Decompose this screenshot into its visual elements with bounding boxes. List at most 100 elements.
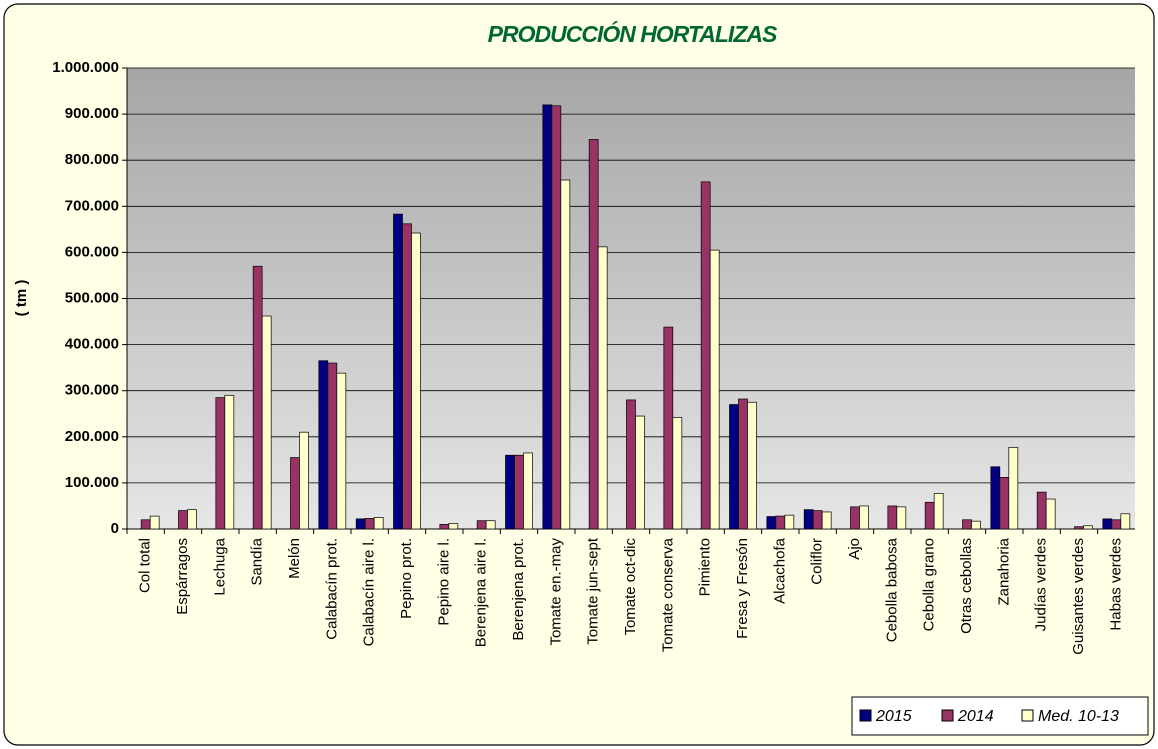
legend-box	[851, 696, 1149, 736]
x-tick-label: Alcachofa	[771, 537, 788, 604]
bar	[261, 315, 272, 530]
bar	[663, 326, 674, 530]
bar	[812, 510, 823, 530]
y-tick-label: 0	[111, 520, 119, 537]
bar	[393, 213, 403, 530]
bar	[821, 511, 832, 530]
bar	[373, 517, 384, 530]
bar	[850, 506, 860, 530]
bar	[411, 232, 421, 530]
bar	[729, 404, 739, 530]
x-tick-label: Melón	[286, 538, 303, 579]
x-tick-label: Tomate en.-may	[547, 538, 564, 646]
bar	[962, 519, 972, 530]
bar	[626, 399, 636, 530]
bar	[924, 501, 935, 530]
bar	[402, 223, 412, 530]
x-tick-label: Lechuga	[211, 537, 228, 595]
bar	[140, 519, 151, 530]
x-tick-label: Judías verdes	[1033, 538, 1050, 631]
x-tick-label: Coliflor	[809, 538, 826, 585]
x-tick-label: Cebolla babosa	[883, 537, 900, 642]
bar	[1102, 518, 1113, 530]
x-tick-label: Berenjena prot.	[510, 538, 527, 641]
bar	[485, 520, 496, 530]
y-tick-label: 500.000	[65, 289, 119, 306]
bar	[523, 452, 533, 530]
y-tick-label: 400.000	[65, 336, 119, 353]
bar	[318, 360, 329, 530]
bar	[738, 398, 748, 530]
x-tick-label: Guisantes verdes	[1070, 538, 1087, 655]
bar	[476, 520, 487, 530]
bar	[327, 362, 338, 530]
bar	[336, 372, 347, 530]
y-tick-label: 300.000	[65, 382, 119, 399]
bar	[990, 466, 1001, 530]
bar	[700, 181, 711, 530]
x-tick-label: Col total	[137, 538, 154, 593]
bar	[887, 505, 898, 530]
bar	[299, 431, 309, 530]
bar	[1111, 519, 1122, 530]
x-tick-label: Pepino prot.	[398, 538, 415, 619]
bar	[290, 457, 300, 530]
bar	[439, 524, 450, 530]
y-tick-label: 100.000	[65, 474, 119, 491]
bar	[597, 246, 608, 530]
bar	[1008, 447, 1019, 530]
bar	[859, 505, 869, 530]
bar	[775, 515, 786, 530]
y-tick-label: 900.000	[65, 105, 119, 122]
legend-label: 2014	[957, 708, 994, 725]
y-tick-label: 200.000	[65, 428, 119, 445]
x-tick-label: Pimiento	[697, 538, 714, 596]
bar	[215, 397, 226, 530]
bar	[766, 516, 777, 530]
bar	[803, 509, 814, 530]
x-tick-label: Calabacín aire l.	[361, 538, 378, 646]
x-tick-label: Tomate jun-sept	[585, 537, 602, 645]
x-tick-label: Cebolla grano	[921, 538, 938, 631]
bar	[635, 415, 645, 530]
chart-title: PRODUCCIÓN HORTALIZAS	[488, 20, 778, 47]
bar	[588, 139, 599, 530]
bar	[672, 417, 683, 530]
y-tick-label: 700.000	[65, 197, 119, 214]
bar	[784, 514, 795, 530]
bar	[1083, 525, 1093, 530]
x-tick-label: Tomate oct-dic	[622, 538, 639, 636]
y-axis-label: ( tm )	[13, 280, 30, 317]
bar	[560, 179, 571, 530]
bar	[514, 454, 524, 530]
bar	[224, 394, 235, 530]
x-tick-label: Zanahoria	[995, 537, 1012, 605]
bar	[505, 454, 515, 530]
x-tick-label: Sandía	[249, 537, 266, 585]
bar	[551, 105, 562, 530]
x-tick-label: Ajo	[846, 538, 863, 560]
x-tick-label: Otras cebollas	[958, 538, 975, 634]
legend-swatch	[941, 709, 954, 722]
bar	[1120, 513, 1131, 530]
x-tick-label: Espárragos	[174, 538, 191, 615]
x-tick-label: Tomate conserva	[659, 537, 676, 652]
legend-label: Med. 10-13	[1038, 708, 1119, 725]
bar	[448, 523, 459, 530]
x-tick-label: Habas verdes	[1107, 538, 1124, 631]
x-tick-label: Berenjena aire l.	[473, 538, 490, 647]
y-tick-label: 1.000.000	[52, 59, 119, 76]
bar	[971, 520, 981, 530]
bar	[178, 510, 188, 530]
bar	[355, 518, 366, 530]
legend-label: 2015	[875, 708, 912, 725]
x-tick-label: Calabacín prot.	[323, 538, 340, 640]
bar	[1036, 491, 1047, 530]
bar	[933, 493, 944, 530]
x-tick-label: Pepino aire l.	[435, 538, 452, 626]
y-tick-label: 600.000	[65, 243, 119, 260]
bar	[364, 518, 375, 530]
bar	[1074, 526, 1084, 530]
bar	[747, 401, 757, 530]
